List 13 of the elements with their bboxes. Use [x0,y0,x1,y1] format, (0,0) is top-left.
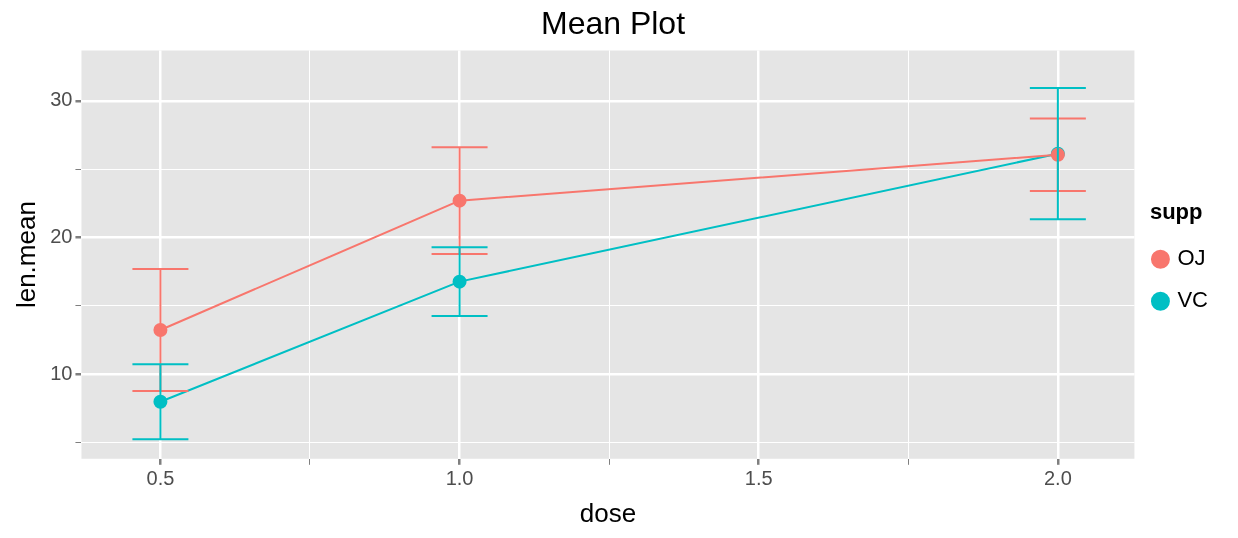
x-tick-label: 1.5 [744,467,773,490]
y-tick-label: 10 [50,361,73,384]
x-tick-label: 1.0 [445,467,474,490]
y-axis-title: len.mean [10,201,41,309]
legend-label: OJ [1177,245,1206,271]
legend-title: supp [1149,198,1203,224]
x-tick-label: 0.5 [146,467,175,490]
chart-title: Mean Plot [540,5,686,42]
x-tick-label: 2.0 [1043,467,1072,490]
y-tick-label: 20 [50,225,73,248]
x-axis-title: dose [579,497,637,528]
legend-label: VC [1177,287,1209,313]
y-tick-label: 30 [50,88,73,111]
